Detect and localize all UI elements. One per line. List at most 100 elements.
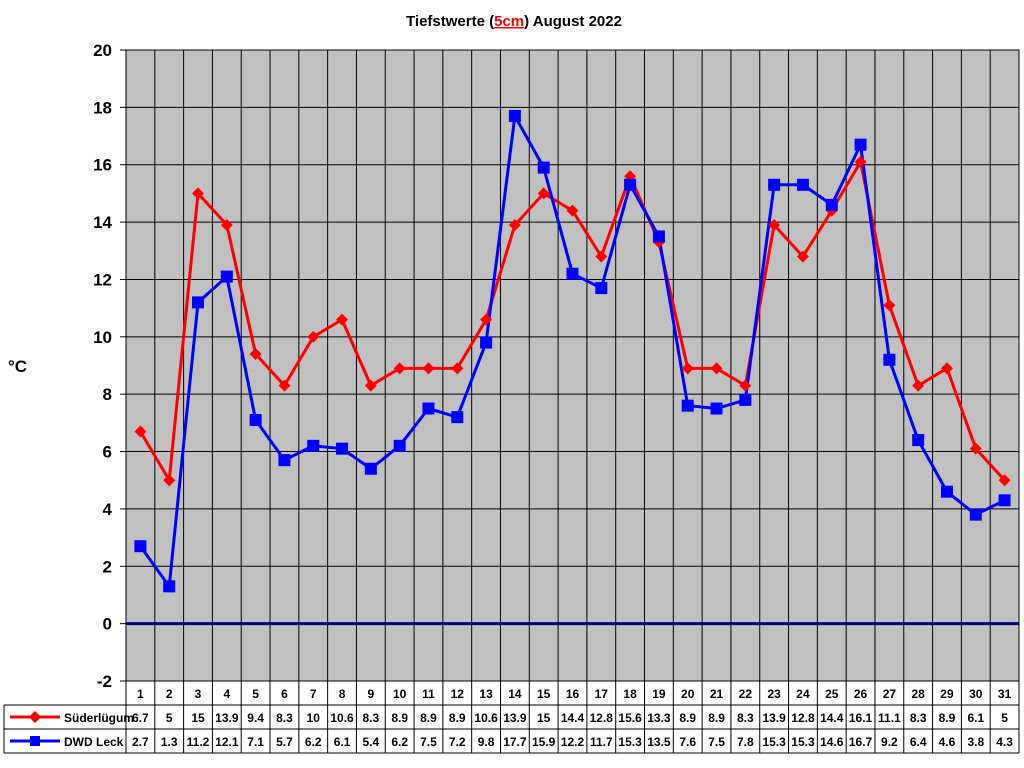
x-tick-label: 21 xyxy=(710,687,724,701)
x-tick-label: 2 xyxy=(166,687,173,701)
data-point-square xyxy=(825,198,838,211)
chart-title-suffix: ) August 2022 xyxy=(524,13,622,30)
data-point-square xyxy=(192,296,205,309)
data-label: 15.3 xyxy=(618,735,642,749)
data-point-square xyxy=(854,138,867,151)
x-tick-label: 5 xyxy=(252,687,259,701)
x-tick-label: 15 xyxy=(537,687,551,701)
data-label: 15.3 xyxy=(762,735,786,749)
data-label: 15 xyxy=(191,711,205,725)
data-point-square xyxy=(451,411,464,424)
data-table: 1 2 3 4 5 6 7 8 9 10 11 12 13 14 15 16 17 18 19 20 21 22 23 24 2… xyxy=(3,50,1019,754)
y-tick-label: 6 xyxy=(103,443,112,462)
data-label: 7.8 xyxy=(737,735,754,749)
x-tick-label: 9 xyxy=(368,687,375,701)
data-point-diamond xyxy=(710,362,723,375)
data-label: 7.5 xyxy=(420,735,437,749)
data-label: 4.6 xyxy=(939,735,956,749)
data-label: 8.9 xyxy=(708,711,725,725)
x-tick-label: 3 xyxy=(195,687,202,701)
data-label: 6.1 xyxy=(967,711,984,725)
data-label: 7.5 xyxy=(708,735,725,749)
data-point-diamond xyxy=(796,250,809,263)
data-point-diamond xyxy=(364,379,377,392)
data-point-diamond xyxy=(307,330,320,343)
data-label: 5 xyxy=(166,711,173,725)
data-point-square xyxy=(163,580,176,593)
legend-label: Süderlügum xyxy=(64,711,134,725)
data-label: 12.8 xyxy=(791,711,815,725)
data-point-diamond xyxy=(998,474,1011,487)
data-label: 13.9 xyxy=(503,711,527,725)
data-point-square xyxy=(220,270,233,283)
data-label: 9.2 xyxy=(881,735,898,749)
data-point-diamond xyxy=(480,313,493,326)
data-point-square xyxy=(652,230,665,243)
x-tick-label: 11 xyxy=(422,687,435,701)
data-label: 3.8 xyxy=(967,735,984,749)
data-point-square xyxy=(422,402,435,415)
data-point-square xyxy=(134,540,147,553)
data-label: 16.7 xyxy=(849,735,873,749)
data-point-square xyxy=(883,353,896,366)
x-tick-label: 27 xyxy=(883,687,897,701)
x-tick-label: 7 xyxy=(310,687,317,701)
data-point-square xyxy=(710,402,723,415)
data-point-diamond xyxy=(393,362,406,375)
data-label: 12.1 xyxy=(215,735,239,749)
data-point-square xyxy=(595,282,608,295)
data-point-diamond xyxy=(249,348,262,361)
data-label: 8.9 xyxy=(939,711,956,725)
data-label: 2.7 xyxy=(132,735,149,749)
y-tick-label: 18 xyxy=(93,98,112,117)
y-axis-label: °C xyxy=(8,357,27,376)
data-point-square xyxy=(940,485,953,498)
data-point-diamond xyxy=(940,362,953,375)
data-label: 11.7 xyxy=(590,735,613,749)
data-point-diamond xyxy=(451,362,464,375)
data-point-diamond xyxy=(681,362,694,375)
data-point-square xyxy=(364,462,377,475)
chart-title-highlight: 5cm xyxy=(494,13,524,30)
x-tick-label: 6 xyxy=(281,687,288,701)
data-point-square xyxy=(912,434,925,447)
data-point-diamond xyxy=(163,474,176,487)
x-tick-label: 17 xyxy=(595,687,609,701)
data-point-square xyxy=(307,439,320,452)
data-label: 15.9 xyxy=(532,735,556,749)
data-point-square xyxy=(480,336,493,349)
chart-title: Tiefstwerte (5cm) August 2022 xyxy=(406,13,622,30)
x-tick-label: 24 xyxy=(796,687,810,701)
y-tick-label: 14 xyxy=(93,213,112,232)
data-point-square xyxy=(969,508,982,521)
data-label: 6.2 xyxy=(391,735,408,749)
data-label: 8.3 xyxy=(276,711,293,725)
x-tick-label: 10 xyxy=(393,687,407,701)
data-point-diamond xyxy=(134,425,147,438)
data-point-diamond xyxy=(422,362,435,375)
x-tick-label: 28 xyxy=(911,687,925,701)
data-label: 10.6 xyxy=(474,711,498,725)
data-label: 6.2 xyxy=(305,735,322,749)
data-point-square xyxy=(393,439,406,452)
data-point-square xyxy=(336,442,349,455)
series-marks xyxy=(134,109,1011,593)
y-tick-label: 10 xyxy=(93,328,112,347)
data-label: 8.9 xyxy=(449,711,466,725)
data-point-square xyxy=(566,267,579,280)
legend-marker-diamond xyxy=(29,711,41,723)
data-point-diamond xyxy=(739,379,752,392)
x-tick-label: 30 xyxy=(969,687,983,701)
data-point-diamond xyxy=(336,313,349,326)
data-point-square xyxy=(739,393,752,406)
data-label: 8.9 xyxy=(679,711,696,725)
y-tick-label: 20 xyxy=(93,41,112,60)
data-point-square xyxy=(624,178,637,191)
data-label: 5.7 xyxy=(276,735,293,749)
data-point-diamond xyxy=(883,299,896,312)
data-label: 14.4 xyxy=(820,711,844,725)
data-label: 10.6 xyxy=(330,711,354,725)
data-label: 8.3 xyxy=(910,711,927,725)
